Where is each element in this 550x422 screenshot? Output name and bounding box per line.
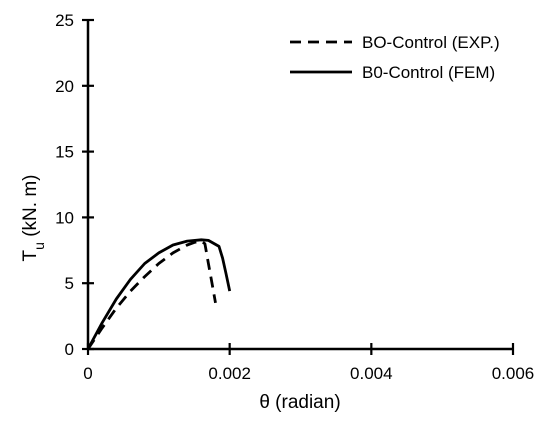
y-axis-title-rest: (kN. m) xyxy=(20,175,41,243)
x-tick-label: 0.002 xyxy=(208,364,251,383)
x-tick-label: 0.004 xyxy=(350,364,393,383)
legend-label-exp: BO-Control (EXP.) xyxy=(362,33,500,52)
ticks: 0 5 10 15 20 25 0 0.002 0.004 0.006 xyxy=(55,11,534,383)
series-fem-line xyxy=(86,238,232,350)
y-axis-title-subscript: u xyxy=(31,242,47,250)
y-axis-title-main: T xyxy=(20,249,41,261)
plot-lines xyxy=(86,238,232,350)
x-tick-label: 0.006 xyxy=(492,364,535,383)
y-tick-label: 20 xyxy=(55,77,74,96)
series-exp-line xyxy=(86,239,217,350)
y-tick-label: 0 xyxy=(65,340,74,359)
axes xyxy=(86,20,513,351)
y-axis-title: Tu (kN. m) xyxy=(20,175,47,262)
y-tick-label: 5 xyxy=(65,274,74,293)
x-axis-title: θ (radian) xyxy=(259,392,340,413)
x-tick-label: 0 xyxy=(83,364,92,383)
y-tick-label: 15 xyxy=(55,143,74,162)
legend-label-fem: B0-Control (FEM) xyxy=(362,63,495,82)
y-tick-label: 10 xyxy=(55,208,74,227)
legend: BO-Control (EXP.) B0-Control (FEM) xyxy=(290,33,500,82)
y-tick-label: 25 xyxy=(55,11,74,30)
